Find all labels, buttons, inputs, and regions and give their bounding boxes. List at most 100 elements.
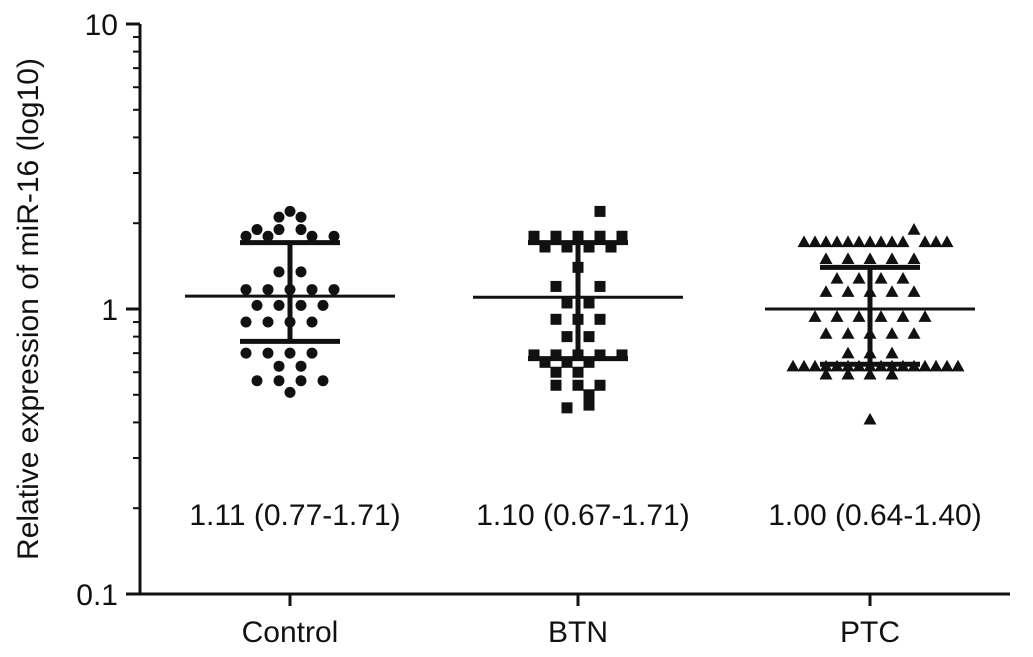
data-point-square [561,356,573,368]
data-point-square [594,230,606,242]
data-point-triangle [830,271,844,284]
data-point-triangle [852,271,866,284]
data-point-circle [240,347,252,359]
data-point-circle [262,316,274,328]
data-point-square [616,349,628,361]
data-point-circle [317,299,329,311]
data-point-triangle [786,359,800,372]
data-point-triangle [896,310,910,322]
data-point-square [583,297,595,309]
data-point-triangle [885,346,899,359]
data-point-triangle [907,285,921,297]
data-point-square [583,356,595,368]
data-point-circle [273,266,285,278]
data-point-square [550,313,562,325]
data-point-square [583,331,595,343]
data-point-square [539,241,551,253]
y-axis-label: Relative expression of miR-16 (log10) [12,58,45,560]
data-point-triangle [885,327,899,339]
data-point-circle [317,375,329,387]
data-point-triangle [819,327,833,339]
data-point-square [528,230,540,242]
data-point-triangle [841,327,855,339]
data-point-circle [306,316,318,328]
data-point-square [594,349,606,361]
data-point-square [594,379,606,391]
data-point-triangle [896,271,910,284]
y-tick-label: 1 [101,294,118,327]
data-point-square [605,241,617,253]
data-point-triangle [885,367,899,380]
data-point-triangle [863,367,877,380]
x-tick-label: Control [242,616,339,649]
data-point-square [572,230,584,242]
data-point-square [550,366,562,378]
data-point-circle [284,386,296,398]
data-point-triangle [940,359,954,372]
data-point-circle [240,284,252,296]
data-point-triangle [841,252,855,265]
data-point-triangle [830,310,844,322]
data-point-triangle [819,252,833,265]
data-point-triangle [918,310,932,322]
data-point-circle [240,316,252,328]
data-point-triangle [852,310,866,322]
data-point-triangle [863,235,877,248]
data-point-circle [284,205,296,217]
data-point-triangle [951,359,965,372]
data-point-triangle [841,367,855,380]
data-point-circle [273,360,285,372]
data-point-circle [306,230,318,242]
data-point-triangle [885,285,899,297]
data-point-triangle [918,235,932,248]
data-point-square [561,241,573,253]
data-point-triangle [808,310,822,322]
data-point-circle [295,360,307,372]
data-point-square [550,349,562,361]
data-point-square [594,280,606,292]
y-tick-label: 0.1 [76,579,118,612]
data-point-triangle [907,327,921,339]
data-point-triangle [885,235,899,248]
data-point-square [616,230,628,242]
data-point-square [528,349,540,361]
data-point-triangle [808,235,822,248]
data-point-circle [251,224,263,236]
data-point-square [572,366,584,378]
data-point-circle [306,347,318,359]
data-point-circle [251,299,263,311]
data-point-square [561,331,573,343]
data-point-triangle [885,252,899,265]
data-point-circle [273,211,285,223]
labels: 0.1 1 10 Relative expression of miR-16 (log… [12,9,982,649]
data-point-triangle [863,252,877,265]
data-point-circle [273,299,285,311]
data-point-triangle [841,346,855,359]
data-point-triangle [797,235,811,248]
data-point-triangle [863,412,877,425]
data-point-triangle [819,235,833,248]
data-point-triangle [929,235,943,248]
data-point-square [583,399,595,411]
data-point-triangle [852,235,866,248]
data-point-triangle [819,285,833,297]
median-iqr-annotation: 1.11 (0.77-1.71) [189,499,400,532]
data-point-triangle [907,223,921,235]
x-tick-label: PTC [840,616,900,649]
data-point-circle [295,299,307,311]
data-point-circle [262,284,274,296]
data-point-square [583,389,595,401]
x-tick-label: BTN [548,616,608,649]
axes [126,22,1010,606]
y-tick-label: 10 [85,9,118,42]
data-marks [185,205,975,425]
data-point-circle [262,347,274,359]
data-point-circle [262,230,274,242]
data-point-triangle [841,285,855,297]
data-point-square [583,241,595,253]
data-point-triangle [896,235,910,248]
data-point-circle [251,375,263,387]
data-point-triangle [830,235,844,248]
data-point-square [561,402,573,414]
